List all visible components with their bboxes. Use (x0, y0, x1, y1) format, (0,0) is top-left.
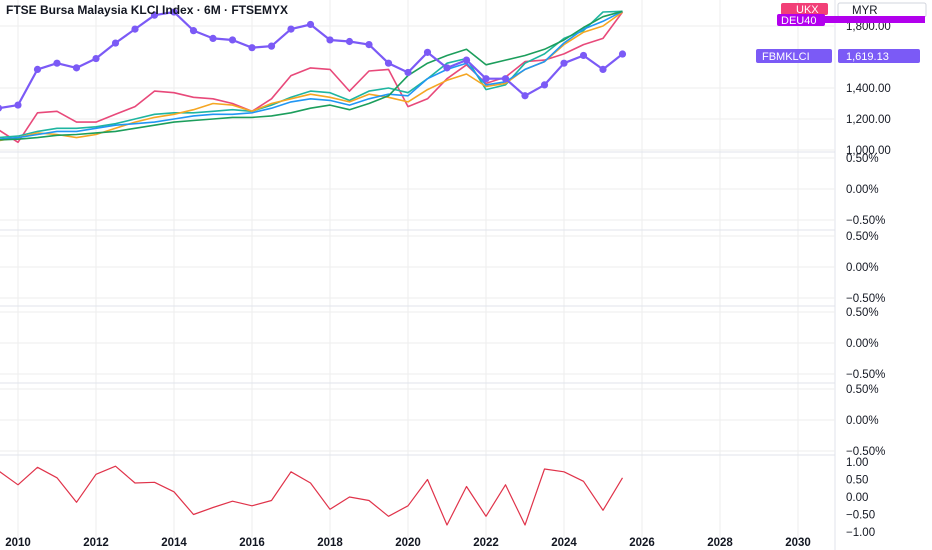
series-markers (0, 8, 627, 112)
panel-tick-label: 0.50% (846, 384, 879, 396)
x-tick-label: 2014 (161, 537, 187, 549)
fbmklci-point (33, 65, 42, 73)
currency-text: MYR (852, 5, 878, 17)
last-value-number: 1,619.13 (846, 51, 889, 63)
indicator-tick-label: 0.00 (846, 492, 868, 504)
x-tick-label: 2030 (785, 537, 811, 549)
fbmklci-point (72, 64, 81, 72)
fbmklci-point (228, 36, 237, 44)
fbmklci-point (599, 65, 607, 73)
panel-tick-label: 0.00% (846, 415, 879, 427)
panel-tick-label: 0.50% (846, 307, 879, 319)
x-tick-label: 2022 (473, 537, 499, 549)
panel-tick-label: 0.00% (846, 338, 879, 350)
fbmklci-point (131, 25, 139, 33)
fbmklci-point (501, 75, 510, 83)
y-tick-label: 1,400.00 (846, 83, 891, 95)
fbmklci-point (365, 41, 373, 49)
currency-label[interactable]: MYR (837, 2, 927, 18)
fbmklci-point (0, 104, 3, 112)
x-axis: 2010 2012 2014 2016 2018 2020 2022 2024 2026 2028… (5, 537, 811, 549)
series-lines (0, 10, 624, 526)
series-line-ndx (0, 10, 623, 140)
legend-badge-ukx[interactable]: UKX (781, 3, 828, 16)
fbmklci-point (306, 20, 315, 29)
y-tick-label: 1,800.00 (846, 21, 891, 33)
indicator-tick-label: 1.00 (846, 457, 868, 469)
series-line-ukx (0, 11, 624, 144)
fbmklci-point (326, 36, 334, 44)
series-line-teal (0, 10, 623, 139)
fbmklci-point (521, 92, 529, 100)
fbmklci-point (404, 68, 412, 77)
indicator-tick-label: −1.00 (846, 527, 875, 539)
fbmklci-point (560, 59, 568, 67)
fbmklci-point (53, 59, 61, 67)
last-value-badge: FBMKLCI 1,619.13 (756, 49, 920, 63)
x-tick-label: 2026 (629, 537, 655, 549)
fbmklci-point (482, 75, 490, 83)
fbmklci-point (462, 56, 471, 64)
x-tick-label: 2012 (83, 537, 109, 549)
last-value-label: FBMKLCI (762, 51, 810, 63)
fbmklci-point (443, 64, 451, 72)
panel-tick-label: −0.50% (846, 215, 885, 227)
panel-tick-label: −0.50% (846, 446, 885, 458)
panel-tick-label: 0.50% (846, 231, 879, 243)
fbmklci-point (170, 8, 178, 16)
panel-tick-label: 0.00% (846, 262, 879, 274)
indicator-line (0, 465, 624, 526)
x-tick-label: 2028 (707, 537, 733, 549)
y-axis: 1,800.001,400.001,200.001,000.000.50%0.0… (846, 21, 891, 539)
fbmklci-point (189, 27, 198, 35)
fbmklci-point (384, 59, 393, 67)
fbmklci-point (248, 44, 256, 52)
x-tick-label: 2020 (395, 537, 421, 549)
panel-tick-label: 0.00% (846, 184, 879, 196)
x-tick-label: 2024 (551, 537, 577, 549)
panel-tick-label: −0.50% (846, 293, 885, 305)
fbmklci-point (540, 81, 549, 89)
panel-tick-label: 0.50% (846, 153, 879, 165)
fbmklci-point (267, 42, 276, 50)
indicator-tick-label: 0.50 (846, 475, 868, 487)
fbmklci-point (111, 39, 120, 47)
y-tick-label: 1,000.00 (846, 145, 891, 157)
fbmklci-point (423, 48, 432, 56)
y-tick-label: 1,200.00 (846, 114, 891, 126)
legend-badge-deu40-label: DEU40 (781, 15, 816, 27)
fbmklci-point (150, 11, 159, 19)
fbmklci-point (287, 25, 295, 33)
panel-tick-label: −0.50% (846, 369, 885, 381)
x-tick-label: 2018 (317, 537, 343, 549)
fbmklci-point (618, 50, 627, 58)
fbmklci-point (345, 37, 354, 46)
fbmklci-point (92, 54, 100, 63)
x-tick-label: 2010 (5, 537, 31, 549)
fbmklci-point (14, 101, 22, 109)
grid-lines (0, 0, 836, 550)
legend-badge-ukx-label: UKX (796, 4, 819, 16)
fbmklci-point (209, 34, 217, 43)
indicator-tick-label: −0.50 (846, 510, 875, 522)
legend-badge-deu40[interactable]: DEU40 (777, 14, 925, 27)
x-tick-label: 2016 (239, 537, 265, 549)
chart-title: FTSE Bursa Malaysia KLCI Index · 6M · FT… (6, 3, 288, 17)
fbmklci-point (579, 51, 588, 60)
series-line-deu40 (0, 10, 623, 141)
